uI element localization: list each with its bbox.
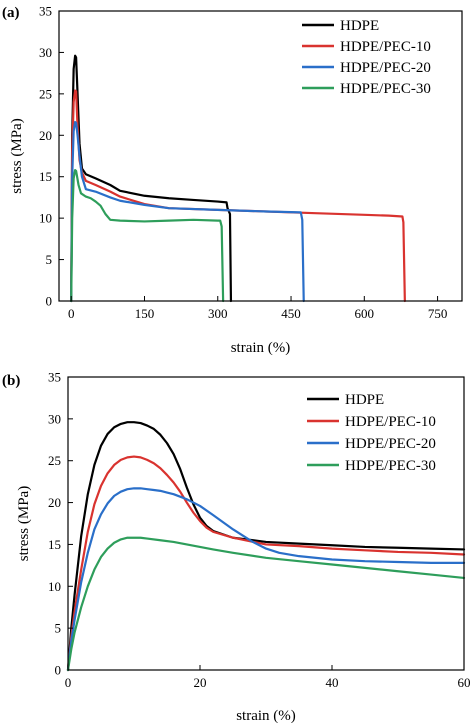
series-line-4 [66, 536, 466, 672]
y-tick-label: 20 [39, 128, 52, 143]
series-line-3 [70, 120, 305, 303]
y-tick-label: 0 [55, 663, 62, 678]
y-tick-label: 5 [46, 252, 53, 267]
y-tick-label: 35 [48, 370, 61, 385]
y-axis-label: stress (MPa) [16, 486, 32, 561]
x-axis-label: strain (%) [231, 340, 291, 356]
panel-b: 0 20 40 60 0 5 10 15 20 25 30 35 strain (%) stress (M… [2, 370, 471, 723]
x-tick-label: 150 [135, 306, 155, 321]
plot-frame [67, 376, 465, 671]
y-tick-label: 20 [48, 495, 61, 510]
legend-label: HDPE/PEC-30 [340, 81, 431, 97]
y-tick-label: 30 [39, 45, 52, 60]
y-axis-label: stress (MPa) [9, 118, 25, 193]
y-tick-label: 25 [48, 453, 61, 468]
x-tick-label: 450 [281, 306, 301, 321]
y-tick-label: 15 [48, 537, 61, 552]
x-tick-label: 750 [428, 306, 448, 321]
y-tick-label: 25 [39, 86, 52, 101]
x-tick-label: 20 [194, 675, 207, 690]
y-tick-label: 0 [46, 294, 53, 309]
legend-label: HDPE [345, 392, 384, 408]
x-axis-label: strain (%) [236, 708, 296, 723]
legend-label: HDPE/PEC-30 [345, 458, 436, 474]
legend-label: HDPE/PEC-20 [340, 60, 431, 76]
x-tick-label: 40 [326, 675, 339, 690]
panel-a: 0 150 300 450 600 750 0 5 10 15 20 25 30 35 strain (%)… [2, 4, 463, 356]
panel-label: (b) [2, 373, 20, 389]
series-line-2 [70, 89, 406, 303]
y-tick-label: 5 [55, 621, 62, 636]
series-line-4 [70, 168, 225, 303]
y-tick-label: 10 [48, 579, 61, 594]
x-tick-label: 60 [458, 675, 471, 690]
plot-frame [58, 10, 463, 302]
legend-label: HDPE/PEC-10 [345, 414, 436, 430]
series-line-2 [66, 455, 466, 672]
series-line-1 [66, 421, 466, 672]
legend-label: HDPE/PEC-20 [345, 436, 436, 452]
series-line-3 [66, 487, 466, 672]
legend-label: HDPE/PEC-10 [340, 39, 431, 55]
y-tick-label: 10 [39, 211, 52, 226]
x-tick-label: 600 [355, 306, 375, 321]
y-tick-label: 35 [39, 4, 52, 19]
y-tick-label: 30 [48, 411, 61, 426]
x-tick-label: 300 [208, 306, 228, 321]
x-tick-label: 0 [68, 306, 75, 321]
legend-label: HDPE [340, 18, 379, 34]
series-line-1 [70, 54, 233, 303]
panel-label: (a) [2, 5, 20, 21]
y-tick-label: 15 [39, 169, 52, 184]
x-tick-label: 0 [65, 675, 72, 690]
